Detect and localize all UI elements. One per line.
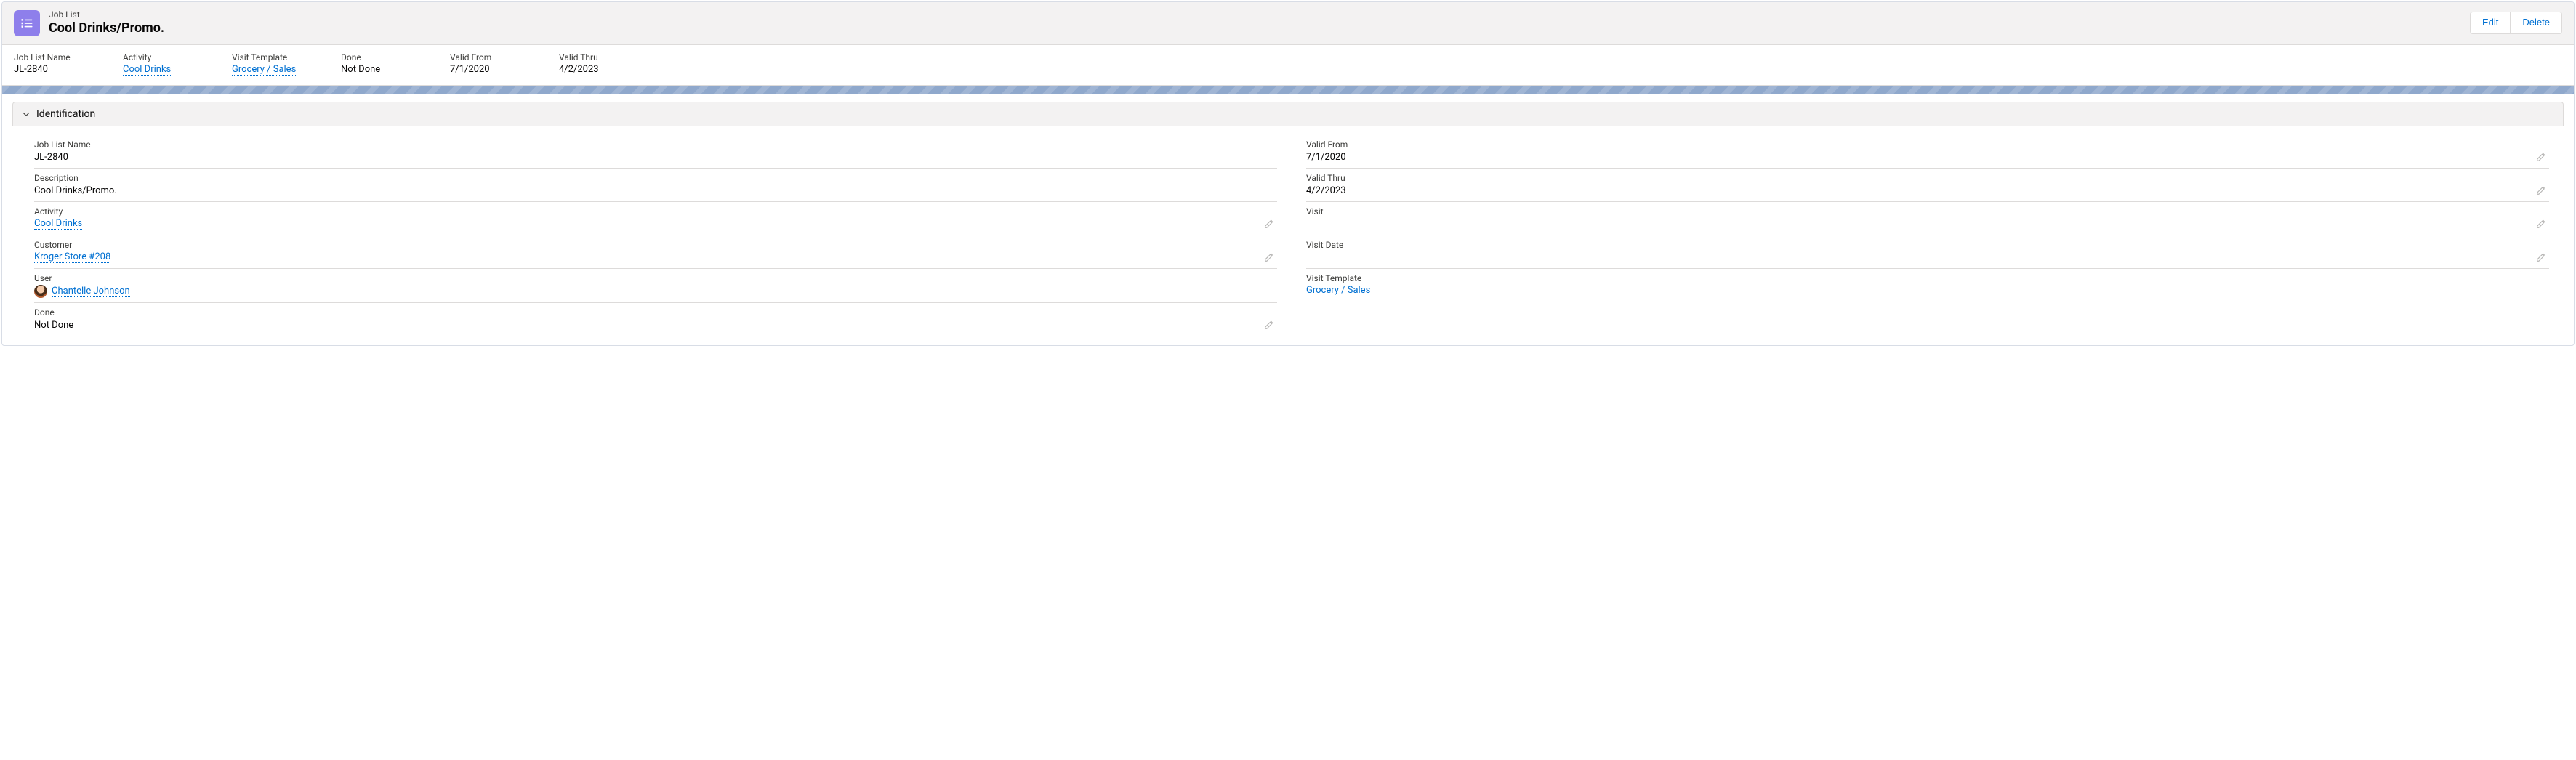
edit-pencil-icon[interactable] [2536, 152, 2546, 162]
summary-job-list-name: Job List Name JL-2840 [14, 52, 79, 75]
section-header-toggle[interactable]: Identification [12, 102, 2564, 126]
right-column: Valid From 7/1/2020 Valid Thru 4/2/2023 … [1306, 135, 2549, 336]
field-customer: Customer Kroger Store #208 [34, 235, 1277, 269]
section-title: Identification [36, 108, 95, 120]
identification-section: Identification Job List Name JL-2840 Des… [12, 102, 2564, 345]
summary-label: Activity [123, 52, 188, 62]
field-user: User Chantelle Johnson [34, 269, 1277, 303]
summary-label: Valid From [450, 52, 515, 62]
field-value [1306, 218, 2549, 230]
summary-valid-thru: Valid Thru 4/2/2023 [559, 52, 624, 75]
field-done: Done Not Done [34, 303, 1277, 336]
field-label: Visit Template [1306, 273, 2549, 283]
summary-done: Done Not Done [341, 52, 406, 75]
summary-label: Valid Thru [559, 52, 624, 62]
summary-activity: Activity Cool Drinks [123, 52, 188, 75]
customer-link[interactable]: Kroger Store #208 [34, 251, 110, 263]
summary-value: 4/2/2023 [559, 64, 624, 75]
record-page: Job List Cool Drinks/Promo. Edit Delete … [1, 1, 2575, 346]
field-value: Cool Drinks/Promo. [34, 185, 1277, 197]
field-label: Description [34, 173, 1277, 183]
field-value: 7/1/2020 [1306, 151, 2549, 163]
edit-pencil-icon[interactable] [1264, 252, 1274, 262]
summary-label: Job List Name [14, 52, 79, 62]
delete-button[interactable]: Delete [2511, 12, 2562, 34]
decorative-band [2, 86, 2574, 94]
visit-template-link[interactable]: Grocery / Sales [232, 64, 296, 76]
summary-value: JL-2840 [14, 64, 79, 75]
field-visit-date: Visit Date [1306, 235, 2549, 269]
edit-button[interactable]: Edit [2470, 12, 2511, 34]
highlights-panel: Job List Name JL-2840 Activity Cool Drin… [2, 45, 2574, 86]
field-description: Description Cool Drinks/Promo. [34, 169, 1277, 202]
field-activity: Activity Cool Drinks [34, 202, 1277, 235]
field-visit: Visit [1306, 202, 2549, 235]
edit-pencil-icon[interactable] [1264, 320, 1274, 330]
field-label: Valid From [1306, 140, 2549, 150]
field-visit-template: Visit Template Grocery / Sales [1306, 269, 2549, 302]
page-header: Job List Cool Drinks/Promo. Edit Delete [2, 2, 2574, 45]
record-type-icon [14, 10, 40, 36]
header-kicker: Job List [49, 9, 2461, 20]
summary-valid-from: Valid From 7/1/2020 [450, 52, 515, 75]
edit-pencil-icon[interactable] [2536, 185, 2546, 195]
field-label: Visit Date [1306, 240, 2549, 250]
field-label: Activity [34, 206, 1277, 217]
field-job-list-name: Job List Name JL-2840 [34, 135, 1277, 169]
field-label: Visit [1306, 206, 2549, 217]
field-value: 4/2/2023 [1306, 185, 2549, 197]
field-valid-from: Valid From 7/1/2020 [1306, 135, 2549, 169]
summary-visit-template: Visit Template Grocery / Sales [232, 52, 297, 75]
summary-label: Done [341, 52, 406, 62]
field-label: Valid Thru [1306, 173, 2549, 183]
visit-template-link[interactable]: Grocery / Sales [1306, 285, 1370, 296]
edit-pencil-icon[interactable] [2536, 252, 2546, 262]
edit-pencil-icon[interactable] [1264, 219, 1274, 229]
user-avatar [34, 285, 47, 298]
summary-label: Visit Template [232, 52, 297, 62]
page-title: Cool Drinks/Promo. [49, 20, 2461, 36]
summary-value: 7/1/2020 [450, 64, 515, 75]
field-label: Job List Name [34, 140, 1277, 150]
field-label: Customer [34, 240, 1277, 250]
activity-link[interactable]: Cool Drinks [123, 64, 171, 76]
activity-link[interactable]: Cool Drinks [34, 218, 82, 230]
field-valid-thru: Valid Thru 4/2/2023 [1306, 169, 2549, 202]
field-value [1306, 251, 2549, 264]
field-label: Done [34, 307, 1277, 318]
summary-value: Not Done [341, 64, 406, 75]
user-link[interactable]: Chantelle Johnson [52, 286, 130, 297]
edit-pencil-icon[interactable] [2536, 219, 2546, 229]
header-actions: Edit Delete [2470, 12, 2562, 34]
section-body: Job List Name JL-2840 Description Cool D… [12, 126, 2564, 345]
chevron-down-icon [22, 110, 31, 118]
left-column: Job List Name JL-2840 Description Cool D… [34, 135, 1277, 336]
field-value: Not Done [34, 319, 1277, 331]
header-titles: Job List Cool Drinks/Promo. [49, 9, 2461, 37]
field-value: JL-2840 [34, 151, 1277, 163]
field-label: User [34, 273, 1277, 283]
